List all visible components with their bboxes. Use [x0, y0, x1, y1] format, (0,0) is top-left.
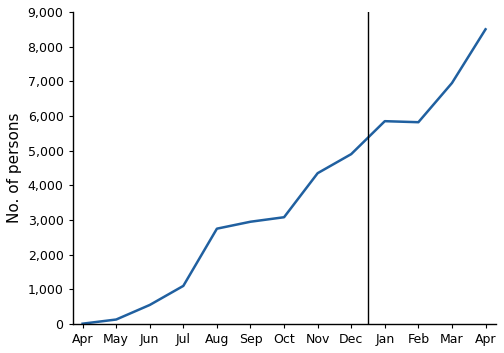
Y-axis label: No. of persons: No. of persons [7, 113, 22, 223]
